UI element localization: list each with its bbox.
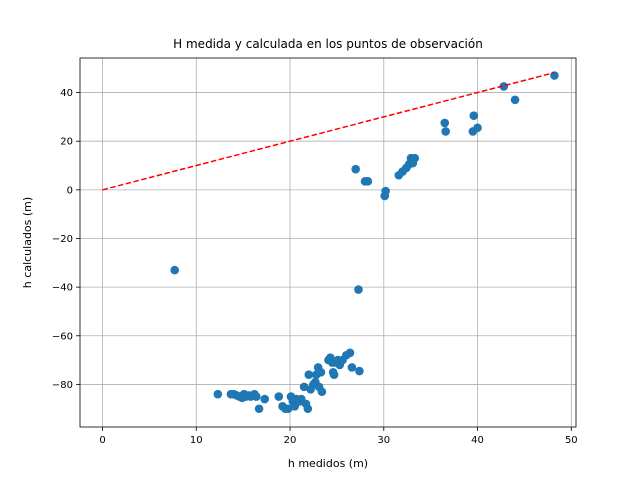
data-point — [473, 123, 482, 133]
x-tick-label: 0 — [99, 435, 105, 446]
x-tick-label: 50 — [565, 435, 578, 446]
x-tick-label: 40 — [471, 435, 484, 446]
data-point — [410, 153, 420, 163]
data-point — [381, 186, 390, 196]
y-tick-label: −40 — [52, 283, 73, 294]
y-tick-label: 20 — [60, 137, 73, 148]
x-tick-label: 20 — [284, 435, 297, 446]
y-axis-label: h calculados (m) — [21, 197, 34, 288]
y-tick-label: −80 — [52, 380, 73, 391]
plot-series — [102, 71, 559, 414]
data-point — [441, 127, 450, 136]
data-point — [469, 111, 479, 120]
y-axis-ticks: −80 −60 −40 −20 0 20 40 — [52, 88, 80, 391]
reference-line — [102, 71, 555, 191]
data-point — [316, 367, 326, 377]
y-tick-label: 40 — [60, 88, 73, 99]
data-point — [510, 95, 520, 105]
data-point — [499, 82, 509, 91]
data-point — [363, 177, 373, 186]
data-point — [345, 348, 355, 358]
data-point — [354, 285, 363, 294]
y-tick-label: 0 — [67, 185, 73, 196]
data-point — [351, 164, 360, 174]
x-tick-label: 30 — [377, 435, 390, 446]
data-point — [213, 389, 223, 399]
x-tick-label: 10 — [190, 435, 203, 446]
data-point — [303, 404, 313, 414]
data-point — [274, 392, 284, 401]
data-point — [329, 370, 339, 380]
data-point — [317, 387, 327, 397]
data-point — [254, 404, 264, 414]
data-point — [304, 370, 314, 380]
y-tick-label: −60 — [52, 331, 73, 342]
data-point — [299, 382, 309, 392]
chart-title: H medida y calculada en los puntos de ob… — [173, 37, 483, 51]
data-point — [355, 366, 364, 376]
data-point — [260, 394, 270, 404]
grid — [80, 58, 576, 427]
y-tick-label: −20 — [52, 234, 73, 245]
data-point — [440, 118, 450, 128]
x-axis-ticks: 0 10 20 30 40 50 — [99, 427, 578, 446]
plot-frame — [79, 57, 577, 428]
data-point — [170, 265, 179, 275]
data-point — [550, 71, 559, 80]
data-point — [347, 363, 357, 372]
data-point — [251, 392, 261, 401]
data-point — [283, 404, 293, 414]
x-axis-label: h medidos (m) — [288, 457, 368, 470]
